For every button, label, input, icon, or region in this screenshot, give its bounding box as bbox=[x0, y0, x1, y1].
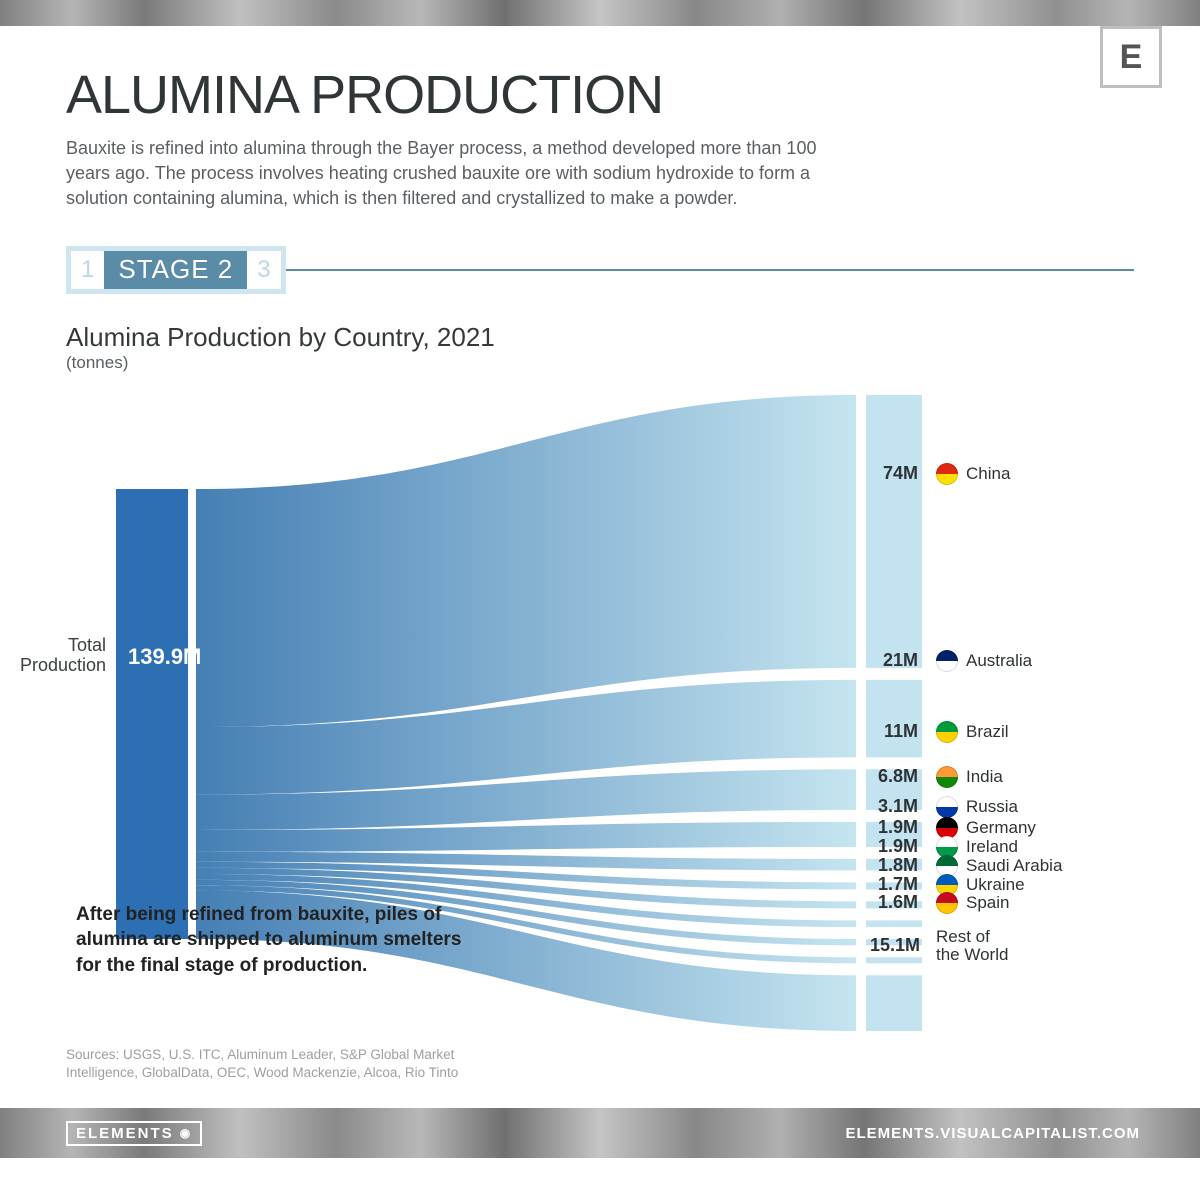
country-value: 74M bbox=[870, 463, 918, 484]
country-name: Rest ofthe World bbox=[936, 928, 1008, 964]
page-title: ALUMINA PRODUCTION bbox=[66, 64, 1134, 126]
top-foil-strip bbox=[0, 0, 1200, 26]
country-value: 15.1M bbox=[870, 935, 918, 956]
country-name: China bbox=[966, 464, 1010, 484]
intro-paragraph: Bauxite is refined into alumina through … bbox=[66, 136, 826, 212]
country-name: India bbox=[966, 767, 1003, 787]
stage-prev: 1 bbox=[71, 251, 104, 289]
country-value: 1.6M bbox=[870, 892, 918, 913]
chart-area: Alumina Production by Country, 2021 (ton… bbox=[66, 322, 1134, 1042]
country-label: Russia bbox=[936, 796, 1018, 818]
stage-rule bbox=[286, 269, 1134, 271]
total-value: 139.9M bbox=[128, 644, 201, 670]
flag-icon bbox=[936, 721, 958, 743]
country-name: Spain bbox=[966, 893, 1009, 913]
country-label: Spain bbox=[936, 892, 1009, 914]
country-name: Germany bbox=[966, 818, 1036, 838]
footer-url: ELEMENTS.VISUALCAPITALIST.COM bbox=[845, 1125, 1140, 1142]
country-label: Rest ofthe World bbox=[936, 928, 1008, 964]
stage-indicator: 1 STAGE 2 3 bbox=[66, 246, 1134, 294]
country-value: 21M bbox=[870, 650, 918, 671]
country-name: Australia bbox=[966, 651, 1032, 671]
flag-icon bbox=[936, 892, 958, 914]
country-label: Australia bbox=[936, 650, 1032, 672]
stage-box: 1 STAGE 2 3 bbox=[66, 246, 286, 294]
footer-brand-text: ELEMENTS bbox=[76, 1125, 174, 1142]
country-value: 1.9M bbox=[870, 817, 918, 838]
chart-subtitle: (tonnes) bbox=[66, 353, 1134, 373]
footer-brand: ELEMENTS ◉ bbox=[66, 1121, 202, 1146]
flag-icon bbox=[936, 796, 958, 818]
footer-brand-icon: ◉ bbox=[180, 1126, 192, 1140]
country-label: India bbox=[936, 766, 1003, 788]
chart-title: Alumina Production by Country, 2021 bbox=[66, 322, 1134, 353]
bottom-foil-strip: ELEMENTS ◉ ELEMENTS.VISUALCAPITALIST.COM bbox=[0, 1108, 1200, 1158]
country-value: 11M bbox=[870, 721, 918, 742]
chart-note: After being refined from bauxite, piles … bbox=[76, 902, 476, 979]
stage-active: STAGE 2 bbox=[104, 251, 247, 289]
flag-icon bbox=[936, 766, 958, 788]
country-label: Brazil bbox=[936, 721, 1009, 743]
country-value: 3.1M bbox=[870, 796, 918, 817]
country-label: China bbox=[936, 463, 1010, 485]
stage-next: 3 bbox=[247, 251, 280, 289]
country-name: Russia bbox=[966, 797, 1018, 817]
flag-icon bbox=[936, 463, 958, 485]
total-label: Total Production bbox=[6, 635, 106, 676]
country-name: Brazil bbox=[966, 722, 1009, 742]
country-value: 6.8M bbox=[870, 766, 918, 787]
content-area: ALUMINA PRODUCTION Bauxite is refined in… bbox=[0, 26, 1200, 1108]
flag-icon bbox=[936, 650, 958, 672]
